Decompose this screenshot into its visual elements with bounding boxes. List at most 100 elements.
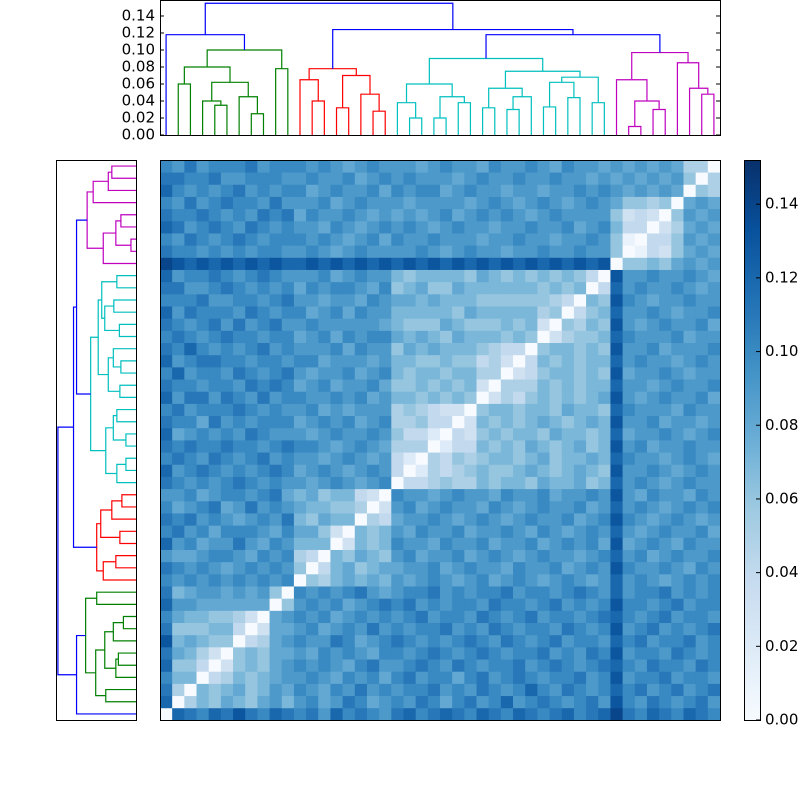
heatmap-cell <box>391 513 404 526</box>
heatmap-cell <box>452 379 465 392</box>
heatmap-cell <box>196 427 210 441</box>
heatmap-cell <box>622 403 636 417</box>
heatmap-cell <box>293 598 307 611</box>
heatmap-cell <box>476 208 490 222</box>
dendrogram-link <box>206 49 283 69</box>
heatmap-cell <box>707 245 721 258</box>
heatmap-cell <box>464 525 477 538</box>
heatmap-cell <box>610 476 624 490</box>
heatmap-cell <box>695 513 709 526</box>
heatmap-cell <box>488 330 502 344</box>
heatmap-cell <box>208 415 222 429</box>
heatmap-cell <box>586 695 599 709</box>
heatmap-cell <box>598 281 611 295</box>
dendrogram-link <box>86 191 104 249</box>
heatmap-cell <box>537 598 550 611</box>
heatmap-cell <box>561 440 575 453</box>
heatmap-cell <box>245 452 258 465</box>
heatmap-cell <box>646 415 660 429</box>
heatmap-cell <box>196 245 210 258</box>
heatmap-cell <box>293 622 307 636</box>
heatmap-cell <box>659 403 672 417</box>
heatmap-cell <box>464 220 477 234</box>
heatmap-cell <box>440 452 453 465</box>
heatmap-cell <box>549 634 563 648</box>
heatmap-cell <box>622 366 636 380</box>
heatmap-cell <box>683 549 697 563</box>
heatmap-cell <box>318 281 331 295</box>
dendrogram-link <box>102 561 136 581</box>
heatmap-cell <box>622 525 636 538</box>
heatmap-cell <box>476 233 490 246</box>
heatmap-cell <box>537 513 550 526</box>
heatmap-cell <box>330 306 344 319</box>
heatmap-cell <box>208 269 222 283</box>
heatmap-cell <box>610 245 624 258</box>
heatmap-cell <box>573 160 587 173</box>
heatmap-cell <box>695 306 709 319</box>
heatmap-cell <box>573 610 587 624</box>
heatmap-cell <box>659 537 672 550</box>
heatmap-cell <box>172 586 185 599</box>
heatmap-cell <box>184 695 197 709</box>
heatmap-cell <box>233 245 246 258</box>
heatmap-cell <box>306 318 319 331</box>
heatmap-cell <box>306 525 319 538</box>
heatmap-cell <box>220 220 234 234</box>
heatmap-cell <box>659 476 672 490</box>
heatmap-cell <box>184 488 197 502</box>
heatmap-cell <box>427 220 441 234</box>
heatmap-cell <box>586 537 599 550</box>
heatmap-cell <box>500 342 514 356</box>
heatmap-cell <box>245 184 258 197</box>
heatmap-cell <box>452 464 465 477</box>
heatmap-cell <box>403 318 417 331</box>
heatmap-cell <box>598 233 611 246</box>
heatmap-cell <box>683 634 697 648</box>
heatmap-cell <box>525 366 538 380</box>
heatmap-cell <box>464 488 477 502</box>
heatmap-cell <box>488 464 502 477</box>
heatmap-cell <box>707 671 721 684</box>
heatmap-cell <box>415 537 429 550</box>
heatmap-cell <box>160 488 173 502</box>
dendrogram-link <box>92 180 136 204</box>
heatmap-cell <box>646 440 660 453</box>
heatmap-cell <box>476 415 490 429</box>
heatmap-cell <box>695 391 709 404</box>
heatmap-cell <box>196 318 210 331</box>
heatmap-cell <box>683 391 697 404</box>
heatmap-cell <box>707 281 721 295</box>
heatmap-cell <box>403 208 417 222</box>
heatmap-cell <box>659 391 672 404</box>
heatmap-cell <box>513 671 526 684</box>
heatmap-cell <box>257 500 270 514</box>
heatmap-cell <box>366 172 380 185</box>
dendrogram-link <box>308 68 357 80</box>
heatmap-cell <box>196 415 210 429</box>
heatmap-cell <box>586 354 599 368</box>
heatmap-cell <box>427 537 441 550</box>
heatmap-cell <box>646 500 660 514</box>
heatmap-cell <box>208 500 222 514</box>
heatmap-cell <box>208 610 222 624</box>
heatmap-cell <box>281 671 295 684</box>
heatmap-cell <box>415 671 429 684</box>
dendrogram-link <box>130 238 136 252</box>
heatmap-cell <box>671 391 684 404</box>
heatmap-cell <box>683 683 697 697</box>
heatmap-cell <box>366 379 380 392</box>
heatmap-cell <box>646 196 660 210</box>
heatmap-cell <box>513 573 526 587</box>
heatmap-cell <box>464 403 477 417</box>
heatmap-cell <box>257 452 270 465</box>
heatmap-cell <box>561 415 575 429</box>
heatmap-cell <box>500 440 514 453</box>
heatmap-cell <box>172 427 185 441</box>
heatmap-cell <box>525 245 538 258</box>
heatmap-cell <box>245 196 258 210</box>
heatmap-cell <box>318 208 331 222</box>
heatmap-cell <box>415 172 429 185</box>
heatmap-cell <box>659 306 672 319</box>
heatmap-cell <box>683 330 697 344</box>
